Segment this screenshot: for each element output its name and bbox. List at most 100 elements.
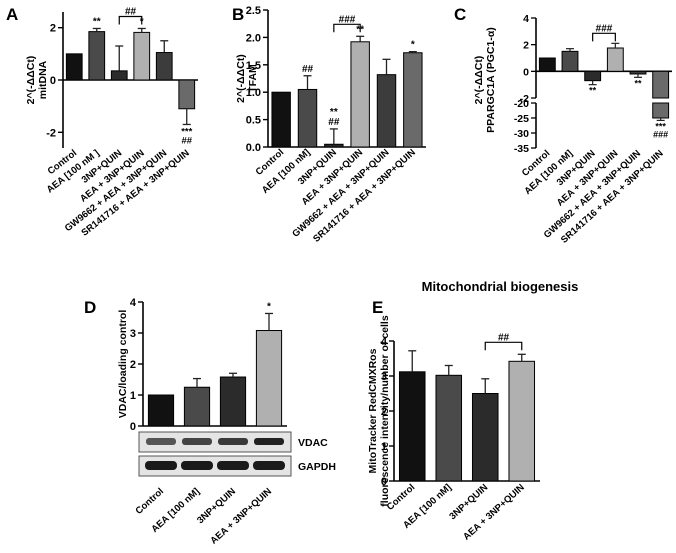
panel-a-bar [88,31,106,81]
panel-b-y-axis-label-line: 2^(-ΔΔCt) [235,54,247,103]
panel-e: E Mitochondrial biogenesis 0 1 2 3 4MitoTrac… [367,279,578,543]
panel-b-bar [297,88,318,148]
panel-c-bracket-label: ### [596,23,613,34]
panel-a-y-tick-label: -2 [46,127,56,139]
blot-vdac-strip [138,431,292,453]
panel-a-y-axis-label: 2^(-ΔΔCt)mitDNA [25,56,49,105]
blot-vdac-band [218,438,248,445]
panel-c-y-tick-label: 0 [523,66,529,78]
panel-a-bar [133,31,151,81]
panel-letter-e: E [372,298,383,317]
panel-a-bar [155,52,173,81]
panel-b-bar [376,74,397,148]
blot-gapdh-band [217,461,249,470]
panel-c-significance-label: *** [655,121,666,131]
panel-d-bar [219,376,247,427]
panel-d-y-axis-label-line: VDAC/loading control [117,310,129,419]
panel-e-bracket-label: ## [498,332,510,343]
panel-letter-c: C [454,5,466,24]
panel-a-significance-label: ## [181,135,192,146]
panel-b-significance-label: ** [330,107,338,118]
panel-e-y-axis-label: MitoTracker RedCMXRosfluorescence intens… [367,315,391,507]
panel-c-bar-lower [652,102,670,119]
panel-a-y-axis-label-line: 2^(-ΔΔCt) [25,56,37,105]
panel-b: B 0.00.51.01.52.02.52^(-ΔΔCt)TFAMControl… [232,5,426,245]
panel-e-bar [471,393,499,482]
blot-vdac-label: VDAC [298,437,328,449]
blot-gapdh-band [181,461,213,470]
panel-a-bar [65,53,83,81]
panel-e-bar [398,371,426,482]
panel-d-bar [183,386,211,427]
panel-c-y-axis-label-line: 2^(-ΔΔCt) [473,56,485,105]
panel-c-y-tick-label: -2 [520,93,529,105]
panel-a-y-tick-label: 2 [50,23,56,35]
panel-d-y-axis-label: VDAC/loading control [117,310,129,419]
panel-c-y-tick-label: -30 [514,128,529,140]
panel-c-bar [561,50,579,72]
panel-c-y-tick-label: 2 [523,40,529,52]
panel-e-y-tick-label: 1 [381,441,387,453]
panel-letter-d: D [84,298,96,317]
panel-c-significance-label: ** [589,86,597,96]
panel-d-bar [147,394,175,427]
panel-d-significance-label: * [267,301,271,312]
panel-c-y-tick-label: -35 [514,143,529,155]
panel-a-significance-label: *** [181,126,192,137]
panel-b-bar [271,91,291,148]
panel-b-comparison-bracket [333,23,361,33]
panel-a-bar [110,70,128,81]
panel-c-bar [629,70,647,75]
panel-b-significance-label: ## [328,117,340,128]
panel-c-bar [538,57,556,72]
panel-b-y-tick-label: 0.5 [246,115,261,127]
panel-e-comparison-bracket [484,341,523,351]
panel-a-comparison-bracket [118,15,143,25]
panel-d-y-tick-label: 2 [130,359,136,371]
panel-c-bar [584,70,602,82]
panel-c-bar [606,47,624,72]
panel-e-bar [508,360,536,482]
panel-c-comparison-bracket [592,32,616,42]
panel-e-y-tick-label: 3 [381,371,387,383]
panel-c-bar [652,70,670,99]
panel-c-y-tick-label: -25 [514,113,529,125]
panel-b-y-axis-label-line: TFAM [247,64,259,93]
panel-b-y-tick-label: 2.5 [246,5,261,17]
panel-letter-a: A [6,5,18,24]
panel-e-y-axis-label-line: fluorescence intensity/number of cells [379,315,391,507]
panel-c-y-axis-label-line: PPARGC1A (PGC1-α) [485,27,497,133]
panel-c-significance-label: ** [634,78,642,88]
blot-gapdh-strip [138,455,292,477]
panel-e-category-label: AEA + 3NP+QUIN [461,482,527,543]
blot-vdac-band [182,438,212,445]
panel-a-y-axis-label-line: mitDNA [37,60,49,99]
panel-e-y-tick-label: 4 [381,336,388,348]
panel-b-y-tick-label: 1.5 [246,60,261,72]
panel-b-y-tick-label: 0.0 [246,142,261,154]
panel-d-category-label: AEA + 3NP+QUIN [208,486,274,547]
panel-e-bar [435,374,463,482]
panel-d-y-tick-label: 1 [130,390,136,402]
panel-c-y-tick-label: -20 [514,98,529,110]
panel-c-significance-label: ### [653,129,668,139]
panel-b-significance-label: * [411,40,415,51]
figure-title: Mitochondrial biogenesis [422,279,579,294]
panel-d-y-tick-label: 0 [130,421,136,433]
panel-c-y-axis-label: 2^(-ΔΔCt)PPARGC1A (PGC1-α) [473,27,497,133]
panel-b-y-tick-label: 2.0 [246,32,261,44]
panel-d-y-tick-label: 4 [130,297,137,309]
blot-vdac-band [146,438,176,445]
panel-b-y-tick-label: 1.0 [246,87,261,99]
panel-e-y-axis-label-line: MitoTracker RedCMXRos [367,348,379,473]
blot-gapdh-label: GAPDH [298,461,336,473]
panel-c-y-tick-label: 4 [523,13,529,25]
panel-d-y-tick-label: 3 [130,328,136,340]
panel-d-category-label: Control [134,486,166,517]
panel-b-bar [350,41,370,148]
panel-a-significance-label: ** [93,16,101,27]
